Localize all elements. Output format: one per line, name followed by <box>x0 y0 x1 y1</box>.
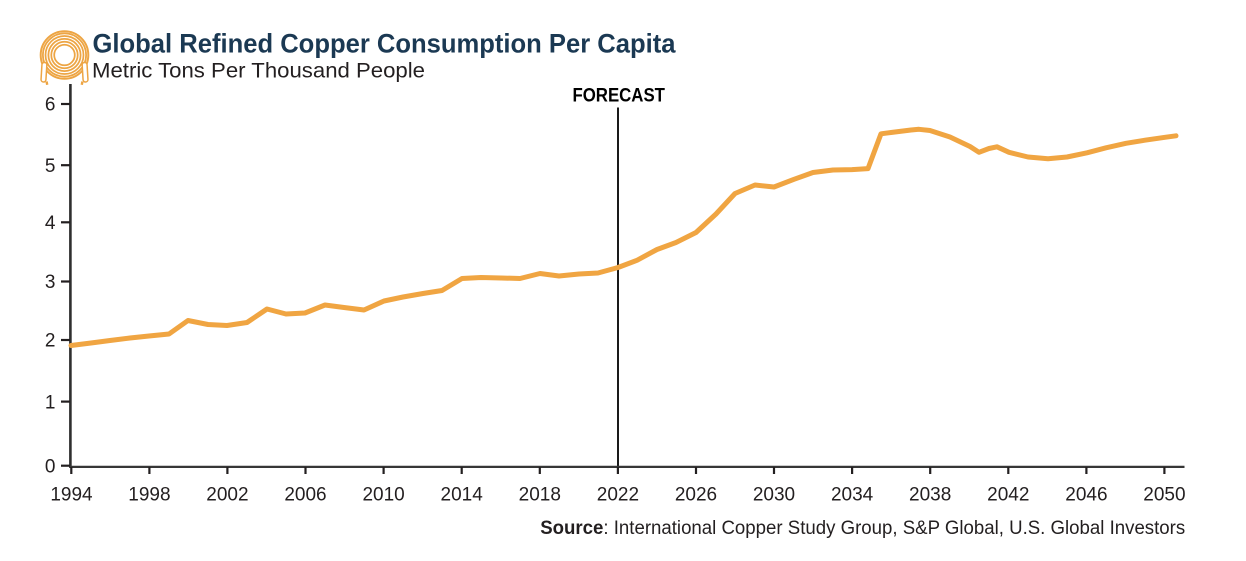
svg-text:4: 4 <box>45 213 56 234</box>
svg-text:2010: 2010 <box>362 484 404 505</box>
svg-text:Metric Tons Per Thousand Peopl: Metric Tons Per Thousand People <box>92 60 425 83</box>
svg-text:3: 3 <box>45 272 56 293</box>
svg-text:2026: 2026 <box>675 484 717 505</box>
svg-text:5: 5 <box>45 156 56 177</box>
svg-text:Source: International Copper S: Source: International Copper Study Group… <box>540 518 1185 539</box>
svg-text:2002: 2002 <box>206 484 248 505</box>
svg-text:6: 6 <box>45 95 56 116</box>
svg-text:2018: 2018 <box>519 484 561 505</box>
svg-text:2014: 2014 <box>441 484 484 505</box>
svg-text:2038: 2038 <box>909 484 951 505</box>
svg-text:2022: 2022 <box>597 484 639 505</box>
svg-text:1998: 1998 <box>128 484 170 505</box>
svg-text:FORECAST: FORECAST <box>572 85 665 107</box>
svg-text:2030: 2030 <box>753 484 795 505</box>
svg-text:1994: 1994 <box>50 484 93 505</box>
svg-text:1: 1 <box>45 392 56 413</box>
svg-text:2050: 2050 <box>1143 484 1185 505</box>
svg-text:2006: 2006 <box>284 484 326 505</box>
svg-text:2: 2 <box>45 331 56 352</box>
svg-text:0: 0 <box>45 456 56 477</box>
svg-text:2034: 2034 <box>831 484 874 505</box>
svg-text:2042: 2042 <box>987 484 1029 505</box>
svg-text:2046: 2046 <box>1065 484 1107 505</box>
svg-text:Global Refined Copper Consumpt: Global Refined Copper Consumption Per Ca… <box>93 29 676 59</box>
